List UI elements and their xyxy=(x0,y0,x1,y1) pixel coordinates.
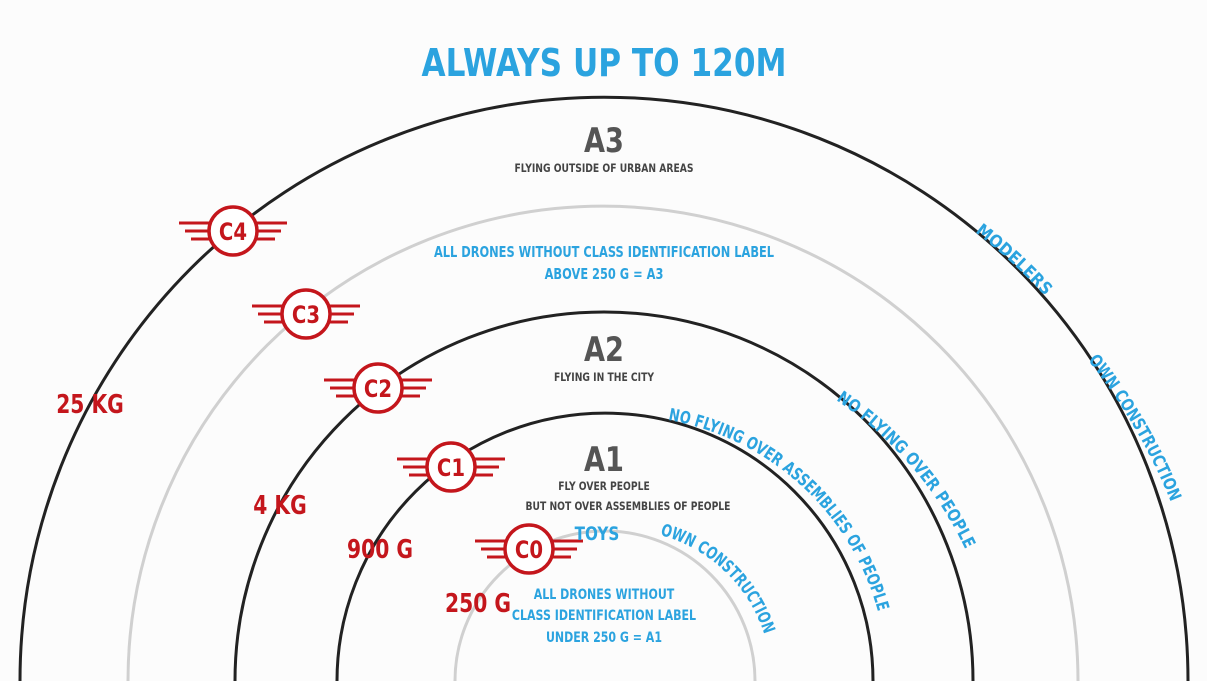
note-under-line1: ALL DRONES WITHOUT xyxy=(534,587,675,604)
class-badge-c1: C1 xyxy=(397,441,505,493)
class-badge-c3: C3 xyxy=(252,288,360,340)
wing-icon xyxy=(324,378,432,398)
diagram-title: ALWAYS UP TO 120M xyxy=(422,42,787,86)
weight-4kg: 4 KG xyxy=(253,491,306,521)
note-under-line2: CLASS IDENTIFICATION LABEL xyxy=(512,608,696,625)
wing-icon xyxy=(397,457,505,477)
own-construction-outer-label: OWN CONSTRUCTION xyxy=(1084,351,1185,504)
class-badge-c2-label: C2 xyxy=(364,376,392,403)
weight-250g: 250 G xyxy=(445,589,511,619)
weight-900g: 900 G xyxy=(347,535,413,565)
note-under-line3: UNDER 250 G = A1 xyxy=(546,630,662,647)
class-badge-c1-label: C1 xyxy=(437,455,465,482)
note-above-line2: ABOVE 250 G = A3 xyxy=(545,267,664,284)
note-above-line1: ALL DRONES WITHOUT CLASS IDENTIFICATION … xyxy=(434,245,775,262)
category-a3-description: FLYING OUTSIDE OF URBAN AREAS xyxy=(514,162,693,175)
arc-a2 xyxy=(233,310,975,681)
class-badge-c0-label: C0 xyxy=(515,537,543,564)
arc-above-250g-label xyxy=(126,204,1080,681)
arcs xyxy=(18,95,1190,681)
category-a1-label: A1 xyxy=(584,440,624,480)
category-a3-label: A3 xyxy=(584,121,624,161)
class-badge-c2: C2 xyxy=(324,362,432,414)
category-a2-label: A2 xyxy=(584,330,624,370)
arc-under-250g xyxy=(453,529,757,681)
class-badge-c4-label: C4 xyxy=(219,219,247,246)
wing-icon xyxy=(252,304,360,324)
arc-a1 xyxy=(335,411,875,681)
category-a1-description-line1: FLY OVER PEOPLE xyxy=(558,480,650,493)
class-badge-c4: C4 xyxy=(179,205,287,257)
class-badge-c0: C0 xyxy=(475,523,583,575)
modelers-label: MODELERS xyxy=(972,220,1056,299)
arc-a3-outer xyxy=(18,95,1190,681)
weight-25kg: 25 KG xyxy=(56,390,124,420)
category-a2-description: FLYING IN THE CITY xyxy=(554,371,654,384)
category-a1-description-line2: BUT NOT OVER ASSEMBLIES OF PEOPLE xyxy=(526,500,731,513)
class-badge-c3-label: C3 xyxy=(292,302,320,329)
toys-label: TOYS xyxy=(575,523,620,545)
wing-icon xyxy=(475,539,583,559)
wing-icon xyxy=(179,221,287,241)
